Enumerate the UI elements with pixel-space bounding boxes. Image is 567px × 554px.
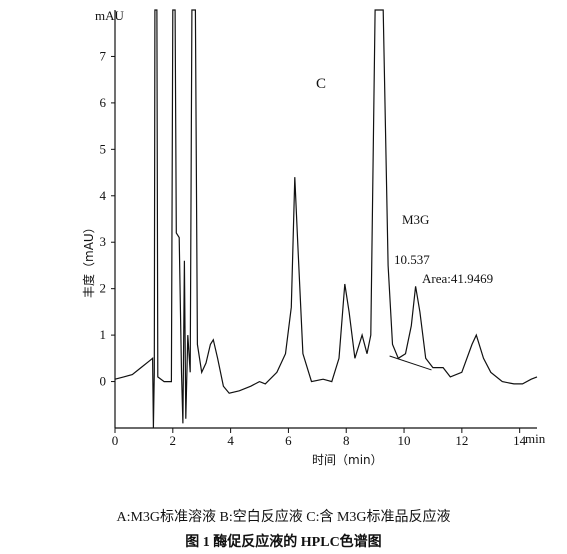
y-tick-label: 3 [100,234,107,249]
panel-label: C [316,76,326,92]
x-tick-label: 14 [513,433,527,448]
x-axis-title: 时间（min） [312,453,383,467]
x-tick-label: 4 [227,433,234,448]
x-unit-label: min [525,431,546,446]
chromatogram-trace [114,9,538,429]
chart-axes [114,10,537,429]
x-tick-label: 8 [343,433,350,448]
y-tick-label: 7 [100,48,107,63]
y-tick-label: 6 [100,95,107,110]
peak-integration-baseline [389,355,432,371]
peak-area-label: Area:41.9469 [422,271,493,286]
x-tick-label: 12 [455,433,468,448]
sample-legend: A:M3G标准溶液 B:空白反应液 C:含 M3G标准品反应液 [116,510,451,525]
x-tick-label: 10 [398,433,411,448]
y-tick-label: 5 [100,141,107,156]
y-tick-label: 2 [100,281,107,296]
y-tick-label: 1 [100,327,107,342]
x-tick-label: 0 [112,433,119,448]
y-unit-label: mAU [95,8,125,23]
x-tick-label: 2 [170,433,177,448]
y-tick-label: 4 [100,188,107,203]
compound-label: M3G [402,212,429,227]
x-tick-label: 6 [285,433,292,448]
y-axis-title: 丰度（mAU） [81,221,96,298]
y-tick-label: 0 [100,374,107,389]
retention-time-label: 10.537 [394,252,430,267]
figure-caption: 图 1 酶促反应液的 HPLC色谱图 [185,535,382,550]
